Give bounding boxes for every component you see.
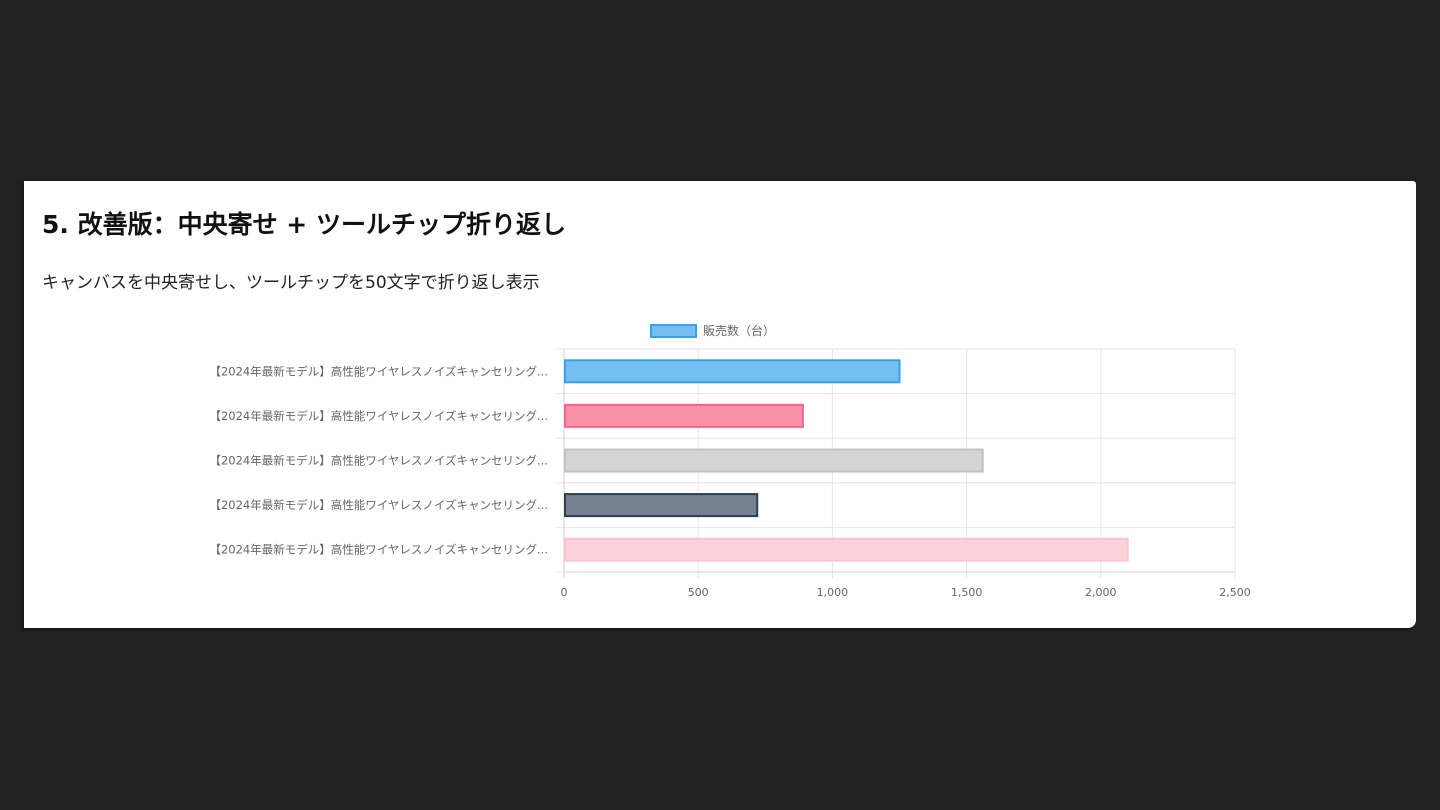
bar-chart[interactable]: 0 500 1,000 1,500 2,000 2,500 【2024年最新モデル】高性能ワ…	[24, 181, 1416, 628]
x-tick-label: 2,000	[1085, 586, 1117, 599]
bar[interactable]	[564, 403, 804, 428]
bar[interactable]	[564, 537, 1129, 562]
bar[interactable]	[564, 359, 901, 384]
y-tick-label: 【2024年最新モデル】高性能ワイヤレスノイズキャンセリング...	[209, 543, 548, 557]
bar[interactable]	[564, 448, 984, 473]
x-tick-label: 1,500	[951, 586, 983, 599]
y-tick-label: 【2024年最新モデル】高性能ワイヤレスノイズキャンセリング...	[209, 454, 548, 468]
bar[interactable]	[564, 493, 759, 518]
x-tick-label: 500	[688, 586, 709, 599]
legend-swatch	[650, 324, 697, 338]
section-title: 5. 改善版：中央寄せ + ツールチップ折り返し	[42, 210, 566, 239]
x-tick-label: 0	[561, 586, 568, 599]
section-description: キャンバスを中央寄せし、ツールチップを50文字で折り返し表示	[42, 273, 540, 293]
chart-card: 5. 改善版：中央寄せ + ツールチップ折り返し キャンバスを中央寄せし、ツール…	[24, 181, 1416, 628]
legend-label: 販売数（台）	[703, 323, 775, 338]
y-tick-label: 【2024年最新モデル】高性能ワイヤレスノイズキャンセリング...	[209, 364, 548, 378]
y-tick-label: 【2024年最新モデル】高性能ワイヤレスノイズキャンセリング...	[209, 498, 548, 512]
x-tick-label: 1,000	[817, 586, 849, 599]
x-tick-label: 2,500	[1219, 586, 1251, 599]
y-tick-label: 【2024年最新モデル】高性能ワイヤレスノイズキャンセリング...	[209, 409, 548, 423]
